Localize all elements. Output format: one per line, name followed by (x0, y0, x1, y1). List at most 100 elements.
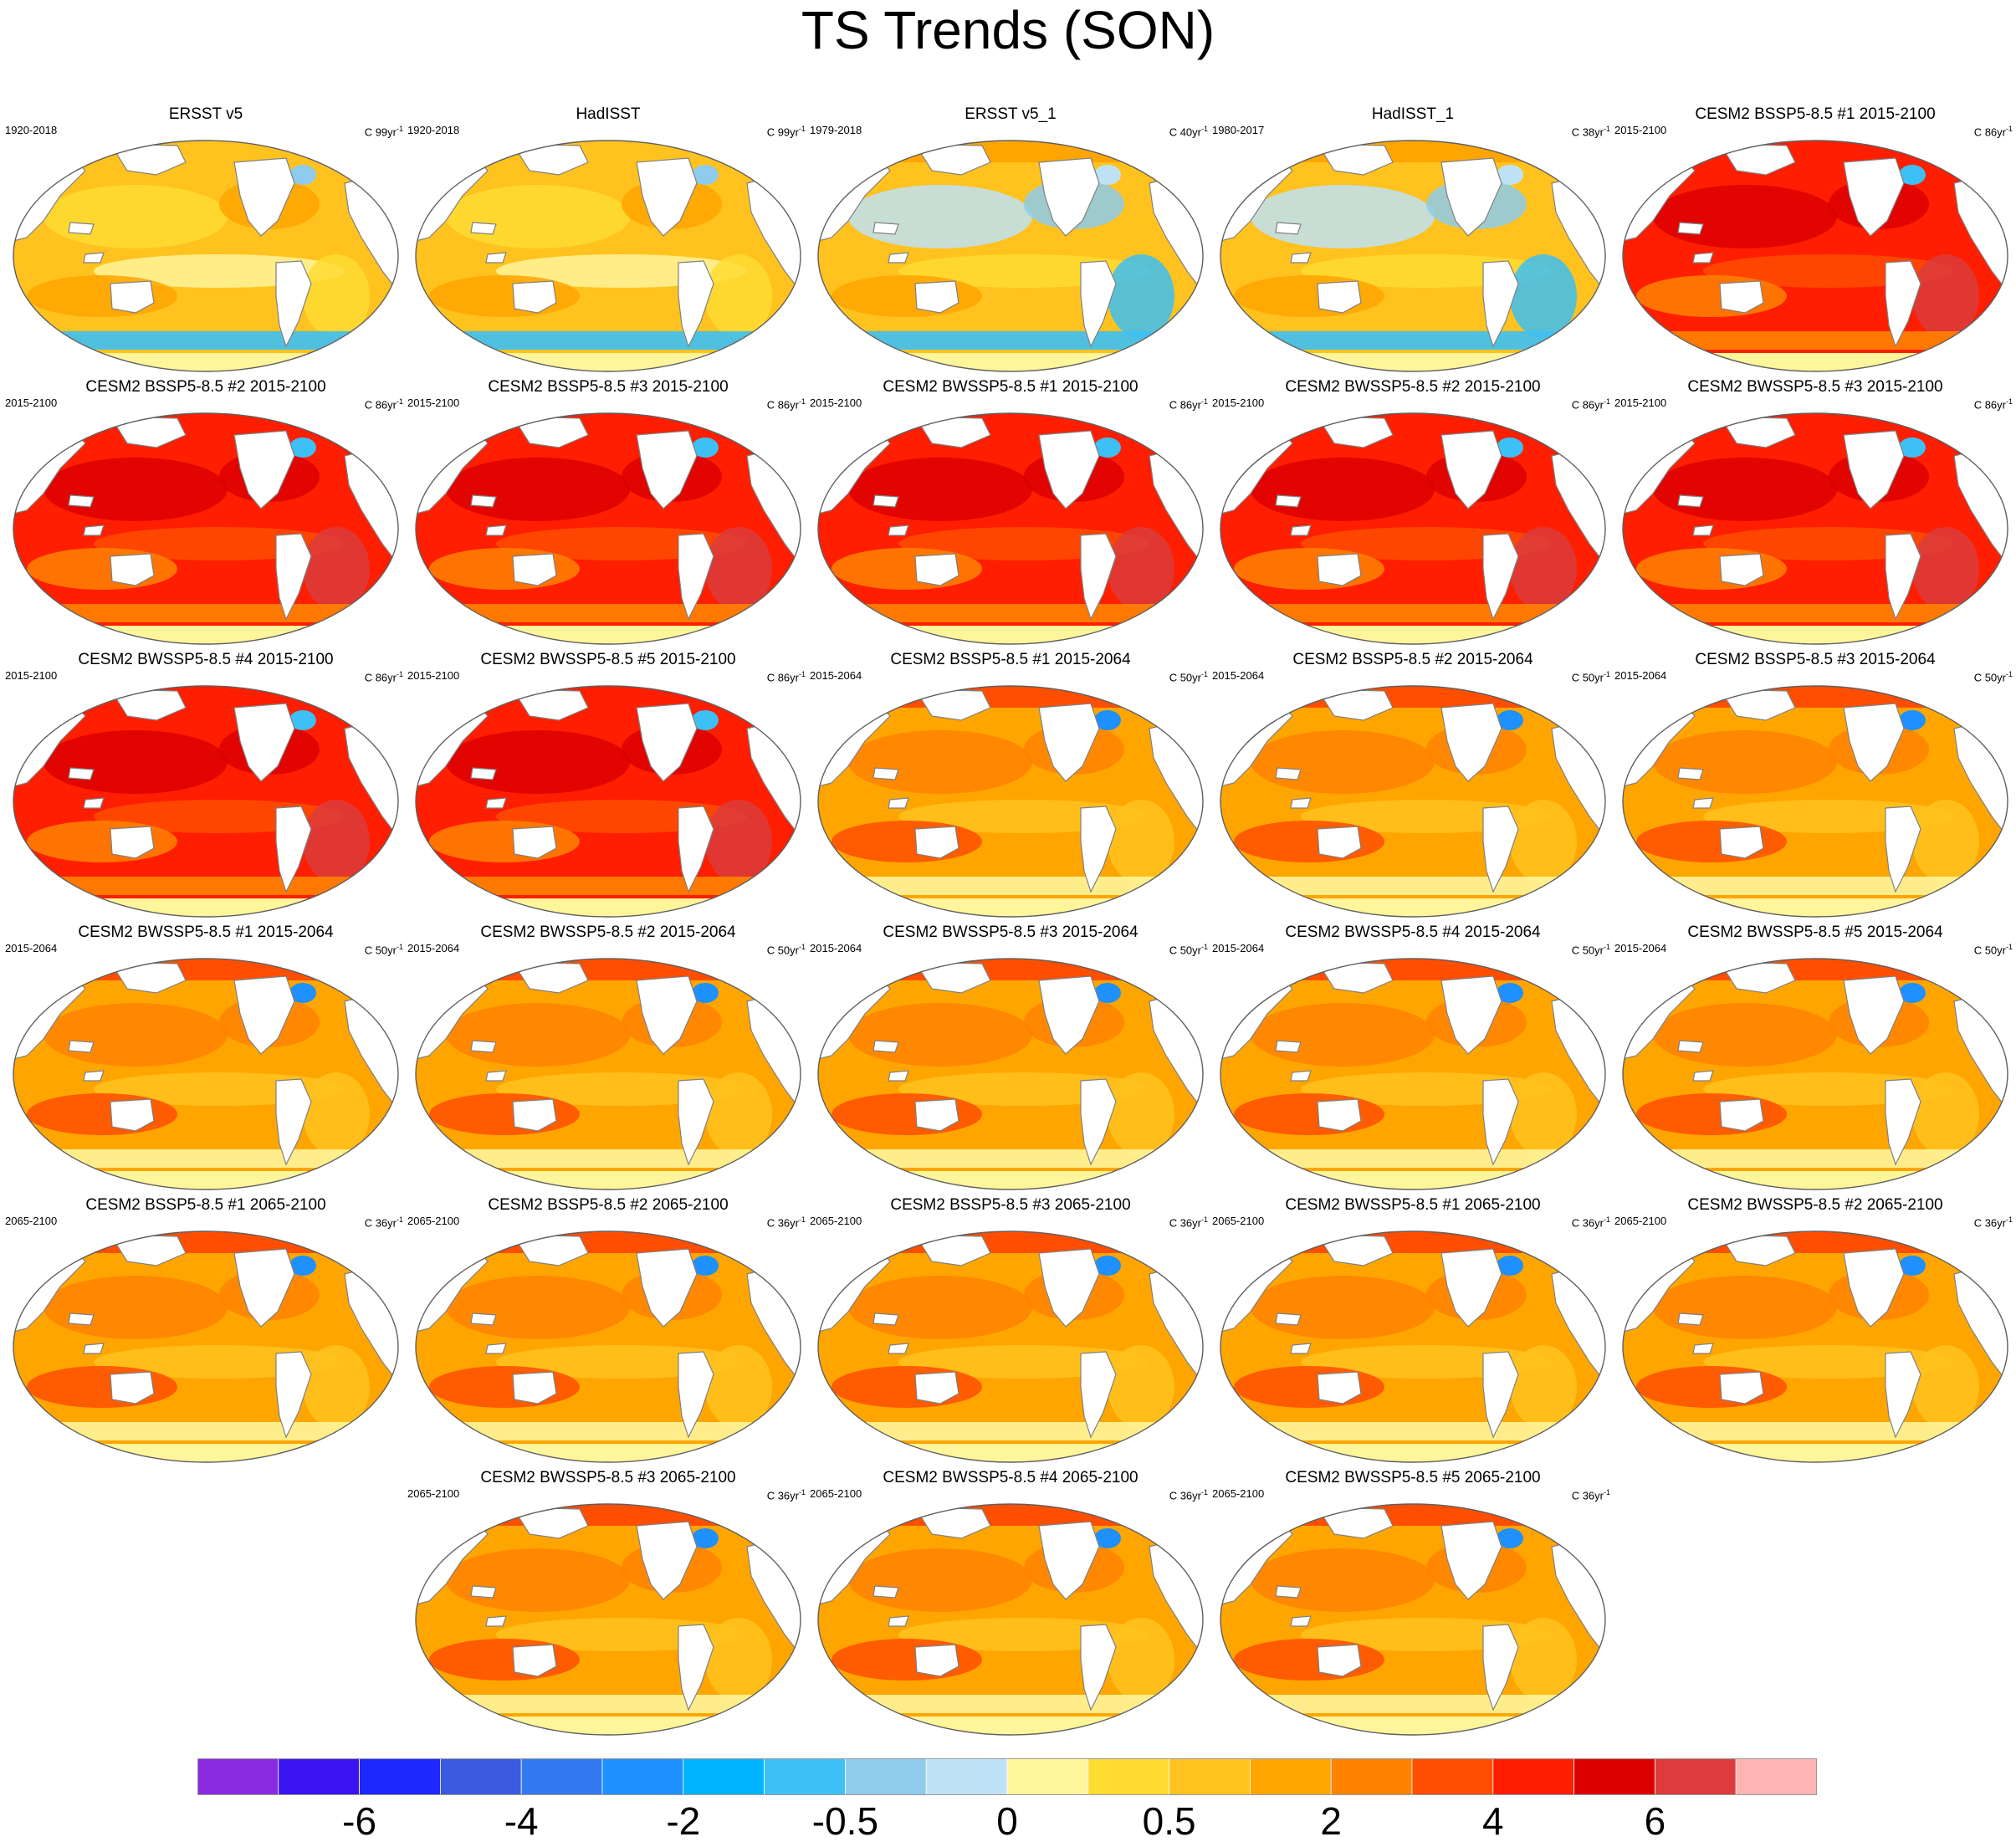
map-plot (1220, 685, 1606, 918)
panel-period: 2015-2064 (407, 942, 460, 954)
land-mass (636, 703, 698, 782)
land-mass (913, 961, 991, 994)
panel-period: 2015-2100 (1212, 397, 1265, 409)
north-atlantic-anomaly (1094, 165, 1121, 185)
map-outline (415, 1230, 801, 1463)
colorbar-swatch (1250, 1758, 1332, 1795)
north-atlantic-anomaly (289, 710, 316, 730)
trend-region (831, 821, 982, 862)
colorbar-swatch (1655, 1758, 1737, 1795)
panel-title: CESM2 BWSSP5-8.5 #2 2065-2100 (1687, 1196, 1943, 1214)
land-mass (233, 975, 295, 1055)
land-mass (678, 260, 714, 348)
panel-units: C 36yr-1 (766, 1215, 806, 1230)
trend-region (429, 548, 580, 590)
land-mass (1440, 1521, 1502, 1600)
map-outline (1622, 412, 2008, 645)
north-atlantic-anomaly (1497, 1256, 1523, 1276)
north-atlantic-anomaly (1094, 1528, 1121, 1548)
map-outline (1220, 685, 1606, 918)
southern-ocean-band (13, 1149, 398, 1168)
land-mass (83, 524, 105, 536)
land-mass (888, 524, 909, 536)
north-atlantic-anomaly (1094, 1256, 1121, 1276)
southern-ocean-band (13, 604, 398, 622)
land-mass (1440, 703, 1502, 782)
map-panel: CESM2 BSSP5-8.5 #3 2065-2100 2065-2100 C 3… (810, 1196, 1211, 1468)
land-mass (1677, 1040, 1704, 1053)
panel-units: C 40yr-1 (1169, 125, 1208, 139)
southern-ocean-band (416, 331, 801, 350)
land-mass (109, 143, 187, 176)
map-panel: CESM2 BWSSP5-8.5 #2 2015-2100 2015-2100 C … (1212, 378, 1614, 650)
land-mass (913, 416, 991, 448)
panel-period: 2015-2100 (1614, 124, 1667, 136)
land-mass (511, 688, 589, 721)
land-mass (485, 1343, 507, 1354)
trend-region (848, 458, 1032, 521)
land-mass (1440, 157, 1502, 237)
panel-period: 2015-2064 (5, 942, 58, 954)
trend-region (429, 1093, 580, 1135)
map-plot (1220, 140, 1606, 372)
trend-region (1251, 458, 1435, 521)
panel-period: 2015-2100 (407, 669, 460, 682)
southern-ocean-band (1623, 604, 2008, 622)
north-atlantic-anomaly (289, 165, 316, 185)
land-mass (1719, 826, 1764, 859)
trend-region (1912, 1345, 1979, 1429)
colorbar-swatch (1492, 1758, 1575, 1795)
map-outline (817, 412, 1204, 645)
trend-region (1510, 1345, 1577, 1429)
panel-title: CESM2 BSSP5-8.5 #2 2065-2100 (488, 1196, 729, 1214)
trend-region (446, 458, 630, 521)
land-mass (109, 1234, 187, 1266)
land-mass (470, 494, 497, 508)
southern-ocean-band (1220, 331, 1605, 350)
map-panel: CESM2 BWSSP5-8.5 #5 2065-2100 2065-2100 C … (1212, 1469, 1614, 1741)
land-mass (1317, 553, 1362, 586)
map-plot (415, 1503, 801, 1736)
panel-title: CESM2 BWSSP5-8.5 #1 2015-2100 (883, 378, 1138, 396)
panel-title: ERSST v5 (168, 105, 243, 123)
map-plot (13, 140, 399, 372)
land-mass (1718, 143, 1796, 176)
land-mass (512, 280, 557, 314)
trend-region (43, 1276, 228, 1339)
trend-region (303, 1345, 370, 1429)
panel-period: 2065-2100 (1212, 1487, 1265, 1500)
land-mass (1290, 252, 1312, 263)
north-atlantic-anomaly (692, 1528, 719, 1548)
trend-region (1251, 1003, 1435, 1067)
colorbar-swatch (439, 1758, 522, 1795)
map-plot (415, 140, 801, 372)
map-panel: CESM2 BWSSP5-8.5 #4 2015-2064 2015-2064 C … (1212, 924, 1614, 1195)
land-mass (888, 797, 909, 809)
land-mass (1275, 1040, 1302, 1053)
land-mass (1482, 533, 1519, 621)
map-outline (415, 140, 801, 372)
land-mass (913, 1507, 991, 1539)
land-mass (1440, 430, 1502, 509)
land-mass (1317, 1371, 1362, 1404)
north-atlantic-anomaly (692, 437, 719, 458)
land-mass (1038, 1248, 1100, 1328)
panel-units: C 50yr-1 (1973, 943, 2013, 957)
trend-region (848, 730, 1032, 794)
panel-period: 1920-2018 (5, 124, 58, 136)
colorbar-swatch (1735, 1758, 1817, 1795)
colorbar-tick-label: -6 (342, 1799, 377, 1843)
trend-region (27, 275, 177, 317)
north-atlantic-anomaly (692, 1256, 719, 1276)
trend-region (705, 1618, 772, 1701)
land-mass (109, 961, 187, 994)
trend-region (1251, 730, 1435, 794)
trend-region (848, 1548, 1032, 1612)
trend-region (1653, 1003, 1837, 1067)
land-mass (1317, 826, 1362, 859)
land-mass (1316, 688, 1394, 721)
land-mass (485, 1070, 507, 1082)
map-plot (1622, 1230, 2008, 1463)
land-mass (1719, 1098, 1764, 1132)
land-mass (68, 767, 95, 780)
